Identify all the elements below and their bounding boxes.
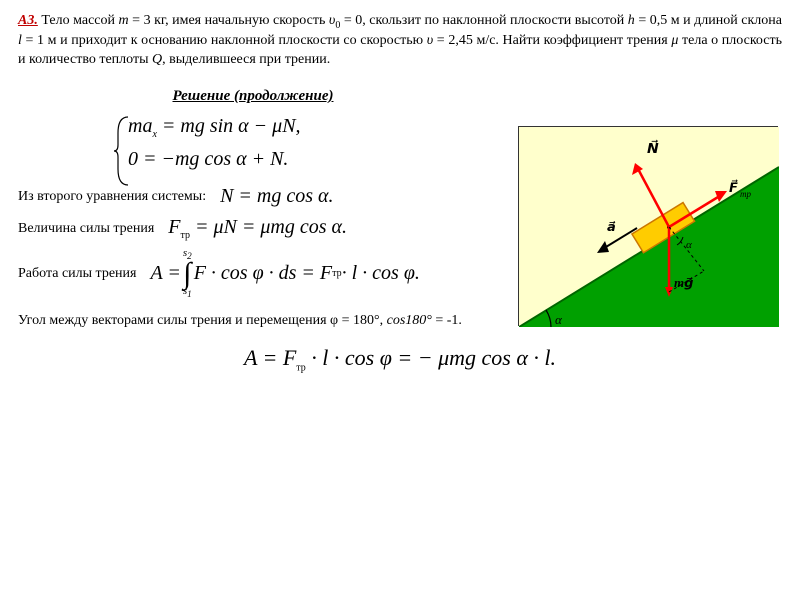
svg-text:a⃗: a⃗ — [607, 219, 616, 234]
svg-text:mg⃗: mg⃗ — [674, 275, 693, 290]
eq1b: = mg sin α − μN, — [157, 115, 301, 137]
il2: 1 — [187, 289, 192, 299]
an-c: = -1. — [432, 313, 462, 328]
eq1a: ma — [128, 115, 152, 137]
friction-label: Величина силы трения — [18, 221, 154, 237]
normal-force-eq: N = mg cos α. — [220, 185, 333, 208]
friction-f: F — [168, 216, 180, 238]
solution-title: Решение (продолжение) — [138, 88, 368, 105]
fe-sub: тр — [296, 362, 306, 373]
t2: = 3 кг, имея начальную скорость — [129, 13, 329, 28]
an-a: Угол между векторами силы трения и перем… — [18, 313, 387, 328]
t8: , выделившееся при трении. — [162, 52, 330, 67]
fe-rest: · l · cos φ = − μmg cos α · l. — [306, 345, 556, 370]
svg-text:F⃗: F⃗ — [729, 180, 738, 195]
svg-text:тр: тр — [740, 189, 751, 199]
sym-Q: Q — [152, 52, 162, 67]
work-label: Работа силы трения — [18, 266, 136, 282]
t3: = 0, скользит по наклонной плоскости выс… — [340, 13, 627, 28]
fe-a: A = F — [244, 345, 296, 370]
work-sub: тр — [332, 268, 342, 279]
t1: Тело массой — [38, 13, 119, 28]
bracket-icon — [114, 115, 130, 187]
svg-text:N⃗: N⃗ — [647, 139, 659, 157]
t4: = 0,5 м и длиной склона — [635, 13, 782, 28]
t5: = 1 м и приходит к основанию наклонной п… — [22, 33, 427, 48]
final-equation: A = Fтр · l · cos φ = − μmg cos α · l. — [18, 345, 782, 373]
work-rest: · l · cos φ. — [342, 262, 420, 285]
sym-m: m — [119, 13, 129, 28]
work-integral: A = s2 ∫ s1 F · cos φ · ds = Fтр · l · c… — [150, 249, 419, 298]
svg-text:α: α — [686, 239, 692, 251]
friction-rest: = μN = μmg cos α. — [190, 216, 347, 238]
friction-eq: Fтр = μN = μmg cos α. — [168, 216, 347, 241]
an-b: cos180° — [387, 313, 432, 328]
from-second-label: Из второго уравнения системы: — [18, 189, 206, 205]
work-int: F · cos φ · ds = F — [194, 262, 332, 285]
inclined-plane-diagram: N⃗ F⃗ тр a⃗ mg⃗ α α — [518, 126, 778, 326]
problem-statement: А3. Тело массой m = 3 кг, имея начальную… — [18, 12, 782, 70]
friction-sub: тр — [181, 230, 191, 241]
problem-label: А3. — [18, 13, 38, 28]
integral-icon: s2 ∫ s1 — [183, 249, 192, 298]
svg-text:α: α — [555, 312, 563, 327]
sym-h: h — [628, 13, 635, 28]
work-left: A = — [150, 262, 180, 285]
t6: = 2,45 м/с. Найти коэффициент трения — [433, 33, 671, 48]
